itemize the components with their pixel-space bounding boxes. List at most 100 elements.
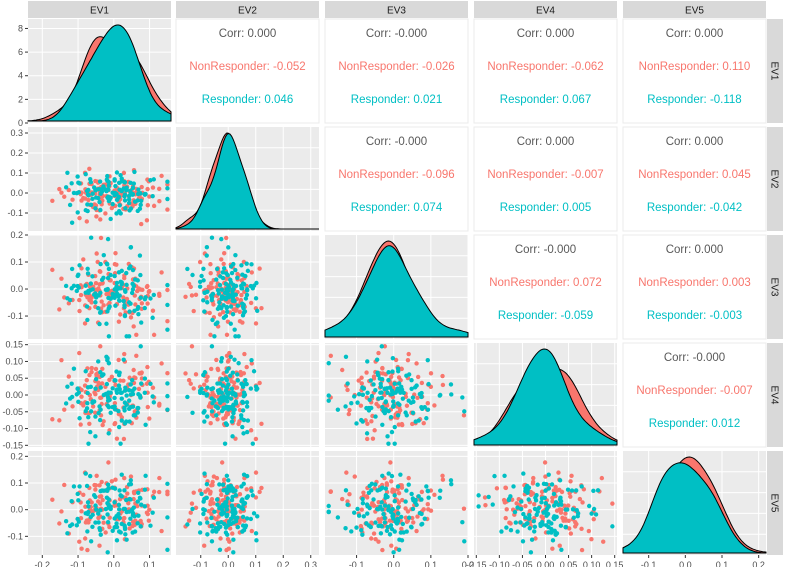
scatter-point-nonresponder bbox=[79, 509, 84, 514]
scatter-point-nonresponder bbox=[528, 492, 534, 497]
scatter-point-responder bbox=[121, 357, 126, 362]
scatter-point-responder bbox=[229, 386, 235, 391]
scatter-point-nonresponder bbox=[165, 371, 170, 376]
scatter-point-nonresponder bbox=[188, 381, 193, 386]
scatter-point-responder bbox=[97, 199, 102, 205]
scatter-point-responder bbox=[535, 482, 540, 487]
scatter-point-responder bbox=[138, 496, 143, 501]
scatter-point-responder bbox=[224, 369, 229, 374]
scatter-point-nonresponder bbox=[376, 350, 381, 356]
scatter-point-nonresponder bbox=[440, 373, 445, 379]
scatter-point-responder bbox=[128, 478, 133, 483]
scatter-point-responder bbox=[63, 401, 69, 406]
scatter-point-nonresponder bbox=[359, 375, 364, 380]
scatter-point-responder bbox=[369, 393, 375, 399]
corr-nonresponder: NonResponder: -0.026 bbox=[338, 61, 454, 73]
scatter-point-nonresponder bbox=[206, 284, 212, 289]
scatter-point-responder bbox=[437, 495, 442, 500]
scatter-point-responder bbox=[376, 396, 381, 401]
scatter-point-responder bbox=[108, 216, 113, 222]
y-axis-row-1: -0.1 0.0 0.1 0.2 0.3 bbox=[7, 128, 28, 218]
scatter-point-responder bbox=[449, 481, 454, 487]
scatter-point-responder bbox=[116, 502, 122, 508]
scatter-point-responder bbox=[101, 392, 106, 398]
scatter-point-nonresponder bbox=[219, 492, 224, 497]
scatter-point-nonresponder bbox=[503, 485, 509, 491]
scatter-point-nonresponder bbox=[204, 295, 209, 300]
scatter-point-responder bbox=[105, 512, 110, 517]
scatter-point-nonresponder bbox=[121, 170, 127, 176]
scatter-point-nonresponder bbox=[145, 511, 150, 517]
scatter-point-responder bbox=[215, 288, 221, 293]
x-tick-label: 0.2 bbox=[462, 560, 475, 567]
corr-nonresponder: NonResponder: 0.110 bbox=[639, 61, 751, 73]
scatter-point-responder bbox=[249, 357, 254, 363]
row-label-ev1: EV1 bbox=[769, 62, 780, 81]
corr-responder: Responder: 0.012 bbox=[649, 418, 740, 430]
scatter-point-responder bbox=[589, 511, 594, 516]
scatter-point-responder bbox=[86, 441, 91, 446]
scatter-point-responder bbox=[93, 386, 98, 391]
scatter-point-nonresponder bbox=[128, 474, 134, 479]
corr-overall: Corr: 0.000 bbox=[666, 244, 724, 256]
scatter-point-nonresponder bbox=[569, 473, 574, 479]
scatter-point-responder bbox=[406, 398, 411, 403]
scatter-point-nonresponder bbox=[580, 500, 585, 505]
scatter-point-responder bbox=[190, 506, 195, 512]
scatter-point-responder bbox=[460, 520, 465, 525]
scatter-point-nonresponder bbox=[151, 332, 157, 338]
scatter-point-nonresponder bbox=[202, 382, 207, 387]
column-label-ev2: EV2 bbox=[238, 6, 257, 17]
scatter-point-responder bbox=[232, 515, 237, 520]
scatter-point-responder bbox=[209, 297, 215, 303]
scatter-point-responder bbox=[366, 490, 372, 495]
scatter-point-responder bbox=[105, 275, 111, 281]
scatter-point-responder bbox=[201, 410, 206, 415]
scatter-point-nonresponder bbox=[159, 270, 164, 275]
y-tick-label: -0.1 bbox=[7, 311, 23, 321]
scatter-point-responder bbox=[122, 400, 128, 405]
scatter-point-responder bbox=[165, 302, 170, 308]
scatter-point-responder bbox=[124, 185, 129, 190]
scatter-point-responder bbox=[130, 192, 136, 197]
scatter-point-nonresponder bbox=[539, 489, 545, 494]
scatter-point-nonresponder bbox=[503, 515, 508, 521]
scatter-point-nonresponder bbox=[253, 321, 259, 326]
scatter-point-nonresponder bbox=[157, 489, 162, 495]
scatter-point-responder bbox=[379, 390, 384, 395]
scatter-point-responder bbox=[236, 503, 241, 509]
scatter-point-responder bbox=[243, 378, 248, 383]
scatter-point-responder bbox=[217, 388, 222, 393]
scatter-point-nonresponder bbox=[579, 547, 585, 553]
scatter-point-responder bbox=[360, 419, 365, 424]
scatter-point-responder bbox=[360, 392, 366, 397]
corr-panel-2-4: Corr: 0.000 NonResponder: 0.003 Responder:… bbox=[638, 244, 751, 322]
scatter-point-nonresponder bbox=[219, 257, 224, 262]
scatter-point-responder bbox=[116, 383, 122, 388]
grid-3-0 bbox=[28, 343, 171, 447]
scatter-point-nonresponder bbox=[208, 270, 213, 276]
corr-responder: Responder: 0.074 bbox=[351, 202, 443, 214]
scatter-point-nonresponder bbox=[399, 526, 404, 532]
scatter-point-responder bbox=[221, 510, 227, 515]
scatter-point-nonresponder bbox=[234, 385, 240, 390]
scatter-point-responder bbox=[231, 550, 236, 555]
scatter-point-responder bbox=[230, 370, 236, 375]
scatter-point-nonresponder bbox=[140, 287, 145, 292]
scatter-point-nonresponder bbox=[109, 374, 115, 379]
scatter-point-responder bbox=[448, 478, 454, 483]
scatter-point-responder bbox=[250, 493, 255, 498]
scatter-point-responder bbox=[219, 287, 225, 292]
scatter-point-responder bbox=[214, 413, 219, 418]
scatter-point-responder bbox=[579, 484, 584, 489]
scatter-point-nonresponder bbox=[106, 460, 111, 465]
scatter-point-responder bbox=[243, 296, 249, 301]
scatter-point-nonresponder bbox=[193, 292, 199, 298]
scatter-point-nonresponder bbox=[219, 460, 225, 465]
scatter-panel-2-1 bbox=[183, 235, 264, 339]
scatter-point-responder bbox=[531, 518, 537, 524]
scatter-point-responder bbox=[214, 266, 220, 272]
scatter-point-nonresponder bbox=[257, 266, 262, 271]
scatter-point-nonresponder bbox=[225, 411, 231, 417]
scatter-point-responder bbox=[251, 369, 257, 374]
